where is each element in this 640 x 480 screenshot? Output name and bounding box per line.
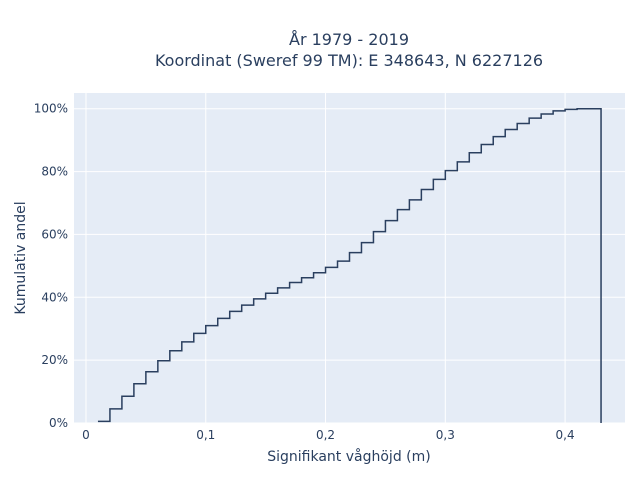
y-tick-label: 100% bbox=[34, 102, 68, 116]
chart-title-line-1: År 1979 - 2019 bbox=[289, 30, 409, 49]
x-tick-label: 0,2 bbox=[316, 428, 335, 442]
x-tick-label: 0,4 bbox=[556, 428, 575, 442]
y-axis-title: Kumulativ andel bbox=[13, 201, 29, 314]
y-tick-label: 40% bbox=[41, 290, 68, 304]
cumulative-step-line bbox=[97, 107, 602, 423]
x-tick-labels: 0 0,1 0,2 0,3 0,4 bbox=[82, 428, 574, 442]
x-tick-label: 0 bbox=[82, 428, 90, 442]
x-tick-label: 0,1 bbox=[196, 428, 215, 442]
grid bbox=[74, 93, 625, 424]
x-axis-title: Signifikant våghöjd (m) bbox=[267, 448, 430, 465]
y-tick-label: 20% bbox=[41, 353, 68, 367]
series-layer bbox=[97, 107, 602, 423]
x-tick-label: 0,3 bbox=[436, 428, 455, 442]
y-tick-label: 60% bbox=[41, 227, 68, 241]
y-tick-label: 0% bbox=[49, 416, 68, 430]
y-tick-labels: 0% 20% 40% 60% 80% 100% bbox=[34, 102, 68, 430]
chart-title-line-2: Koordinat (Sweref 99 TM): E 348643, N 62… bbox=[155, 51, 543, 70]
y-tick-label: 80% bbox=[41, 165, 68, 179]
